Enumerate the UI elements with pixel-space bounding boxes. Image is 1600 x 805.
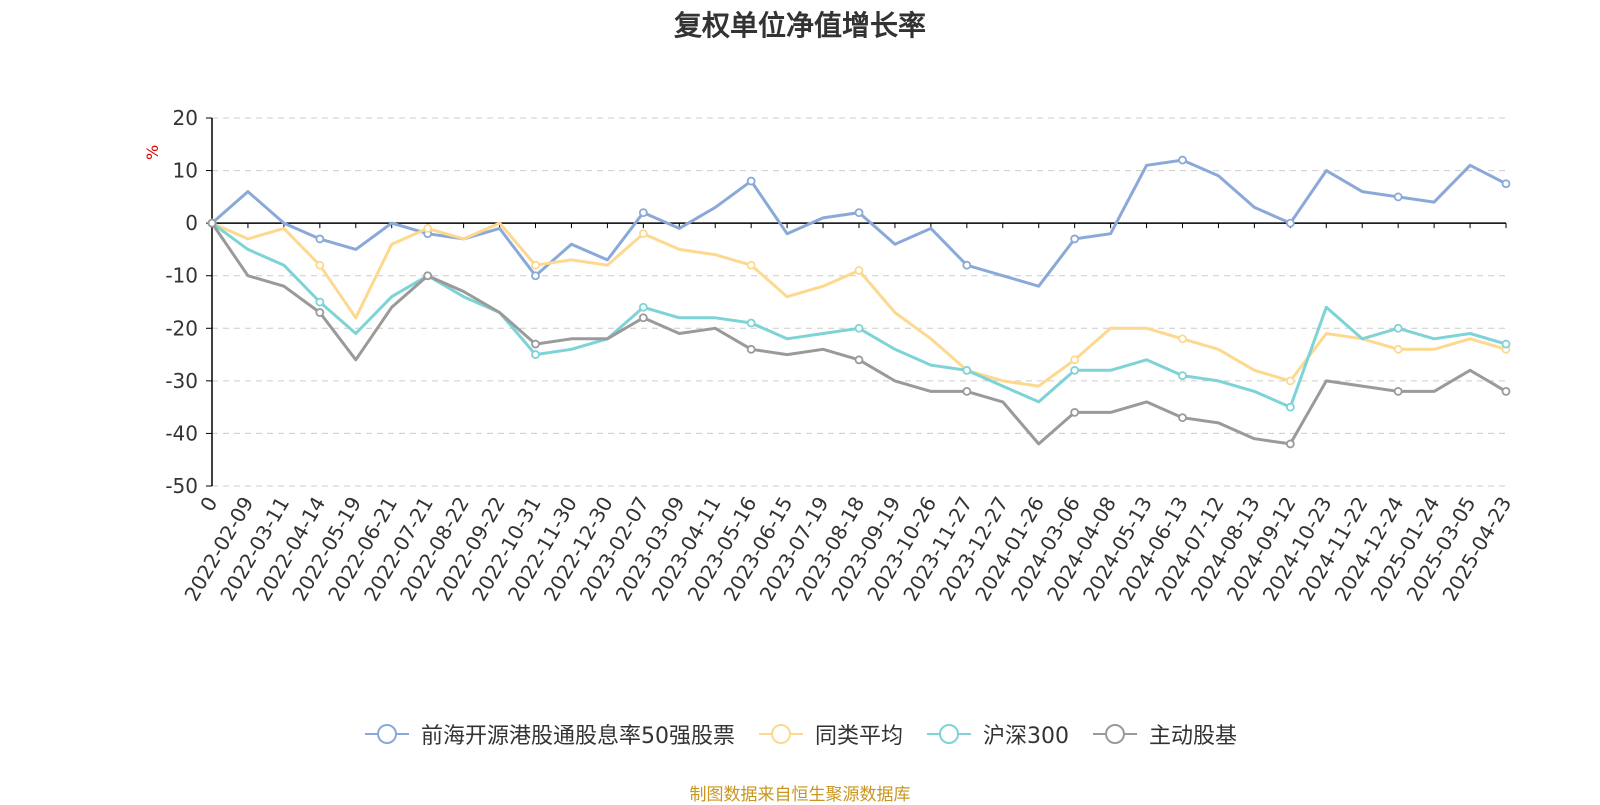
- series-line: [210, 221, 1508, 446]
- data-point: [1178, 413, 1187, 423]
- data-point: [423, 271, 433, 281]
- data-point: [1285, 376, 1295, 386]
- axes: [206, 117, 1507, 487]
- data-point: [1070, 365, 1080, 375]
- data-point: [1285, 439, 1295, 449]
- data-point: [638, 302, 648, 312]
- y-tick-label: -20: [165, 316, 198, 340]
- legend-marker: [939, 724, 959, 744]
- series-line: [210, 221, 1508, 409]
- data-point: [1178, 155, 1187, 165]
- data-point: [854, 266, 864, 275]
- circle-line-icon: [1093, 724, 1137, 744]
- legend-marker: [1105, 724, 1125, 744]
- data-point: [1285, 402, 1295, 412]
- data-point: [531, 271, 540, 281]
- y-tick-label: 20: [173, 106, 198, 130]
- data-point: [746, 176, 756, 186]
- data-point: [746, 318, 756, 328]
- legend-item[interactable]: 前海开源港股通股息率50强股票: [363, 718, 735, 750]
- data-point: [531, 350, 540, 359]
- data-point: [531, 260, 540, 270]
- y-axis-unit: %: [143, 145, 162, 160]
- data-point: [638, 313, 648, 323]
- series-lines: [207, 155, 1511, 449]
- legend-item[interactable]: 沪深300: [925, 718, 1069, 750]
- data-point: [1070, 234, 1080, 244]
- y-tick-label: -10: [165, 264, 198, 288]
- data-point: [1178, 371, 1187, 381]
- data-point: [638, 208, 648, 218]
- data-point: [315, 308, 325, 317]
- y-tick-label: -30: [165, 369, 198, 393]
- data-point: [1393, 192, 1403, 202]
- y-tick-label: 10: [173, 159, 198, 183]
- data-point: [1070, 407, 1080, 417]
- legend-label: 主动股基: [1149, 724, 1238, 749]
- data-point: [1393, 344, 1403, 354]
- data-point: [1393, 386, 1403, 396]
- legend-marker: [770, 724, 791, 744]
- series-group: [207, 218, 1511, 412]
- data-point: [854, 323, 864, 333]
- circle-line-icon: [927, 724, 971, 744]
- chart-title: 复权单位净值增长率: [673, 9, 926, 42]
- data-point: [531, 339, 540, 349]
- gridlines: [212, 117, 1506, 487]
- data-point: [1501, 386, 1511, 396]
- legend-item[interactable]: 主动股基: [1091, 718, 1237, 750]
- y-tick-label: -40: [165, 421, 198, 445]
- data-point: [746, 260, 756, 270]
- data-point: [1393, 323, 1403, 333]
- legend: 前海开源港股通股息率50强股票 同类平均 沪深300 主动股基: [0, 718, 1600, 750]
- data-point: [423, 223, 433, 233]
- data-point: [1070, 355, 1080, 365]
- data-point: [962, 386, 972, 396]
- legend-label: 同类平均: [814, 724, 903, 749]
- data-point: [854, 208, 864, 218]
- legend-item[interactable]: 同类平均: [757, 718, 903, 750]
- circle-line-icon: [364, 724, 409, 744]
- data-point: [1501, 179, 1511, 189]
- legend-marker: [376, 724, 397, 744]
- x-tick-label: 0: [195, 493, 222, 516]
- data-point: [854, 355, 864, 365]
- y-tick-label: -50: [165, 474, 198, 498]
- data-point: [746, 344, 756, 354]
- series-group: [207, 218, 1511, 449]
- data-point: [207, 218, 217, 228]
- legend-label: 前海开源港股通股息率50强股票: [420, 724, 735, 749]
- data-point: [1285, 218, 1295, 228]
- source-note: 制图数据来自恒生聚源数据库: [689, 785, 911, 805]
- legend-label: 沪深300: [983, 724, 1069, 749]
- data-point: [315, 234, 325, 244]
- data-point: [1501, 339, 1511, 349]
- y-tick-label: 0: [185, 211, 198, 235]
- data-point: [962, 365, 972, 375]
- data-point: [962, 260, 972, 270]
- data-point: [315, 260, 325, 270]
- circle-line-icon: [758, 724, 803, 744]
- data-point: [1178, 334, 1187, 344]
- data-point: [638, 229, 648, 239]
- data-point: [315, 297, 325, 307]
